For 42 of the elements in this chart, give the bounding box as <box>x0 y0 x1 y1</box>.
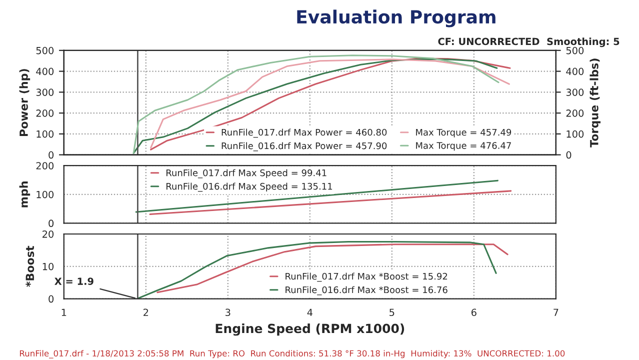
legend-label: RunFile_016.drf Max *Boost = 16.76 <box>286 286 448 296</box>
y-tick-label: 400 <box>36 68 54 76</box>
y-tick-label: 300 <box>36 88 54 96</box>
y-tick-label: 0 <box>48 220 54 228</box>
y-tick-label: 20 <box>42 230 54 238</box>
y-tick-label: 500 <box>36 46 54 54</box>
legend-label: RunFile_016.drf Max Speed = 135.11 <box>166 182 332 192</box>
text: RunFile_017.drf - 1/18/2013 2:05:58 PM Run Type: RO Run Conditions: 51.38 °F 30.18 in-Hg Humidity: 13% UNCORRECTED: 1.00 <box>20 350 565 358</box>
x-axis-title: Engine Speed (RPM x1000) <box>216 323 404 336</box>
legend-label: Max Torque = 476.47 <box>416 142 511 151</box>
y2-tick-label: 300 <box>566 88 584 96</box>
x-tick-label: 6 <box>472 308 476 316</box>
y-tick-label: 10 <box>42 262 54 270</box>
legend-label: Max Torque = 457.49 <box>416 128 512 138</box>
y2-tick-label: 0 <box>566 151 572 159</box>
chart-title: Evaluation Program <box>297 10 496 28</box>
x-tick-label: 4 <box>307 308 312 316</box>
y2-tick-label: 100 <box>566 130 584 138</box>
x-tick-label: 7 <box>554 308 558 316</box>
y-tick-label: 100 <box>36 190 54 198</box>
y-tick-label: 0 <box>48 151 54 159</box>
x-tick-label: 1 <box>62 308 66 316</box>
y2-tick-label: 200 <box>566 110 584 117</box>
chart-subtitle: CF: UNCORRECTED Smoothing: 5 <box>438 38 620 48</box>
ref-line-label: X = 1.9 <box>54 278 94 285</box>
y-tick-label: 0 <box>48 295 54 303</box>
y-tick-label: 200 <box>36 162 54 170</box>
legend-label: RunFile_016.drf Max Power = 457.90 <box>222 142 387 152</box>
y-tick-label: 200 <box>36 110 54 117</box>
x-tick-label: 5 <box>390 308 394 316</box>
y-axis-title: mph <box>19 182 30 208</box>
y-tick-label: 100 <box>36 130 54 138</box>
x-tick-label: 3 <box>226 308 230 316</box>
y-axis-title: Power (hp) <box>19 69 30 136</box>
legend-label: RunFile_017.drf Max Speed = 99.41 <box>166 169 326 178</box>
y-axis-title: *Boost <box>26 246 34 287</box>
legend-label: RunFile_017.drf Max Power = 460.80 <box>222 128 387 138</box>
legend-label: RunFile_017.drf Max *Boost = 15.92 <box>286 272 448 282</box>
x-tick-label: 2 <box>144 308 148 316</box>
y2-tick-label: 500 <box>566 46 584 54</box>
y2-axis-title: Torque (ft-lbs) <box>590 58 601 148</box>
y2-tick-label: 400 <box>566 68 584 76</box>
